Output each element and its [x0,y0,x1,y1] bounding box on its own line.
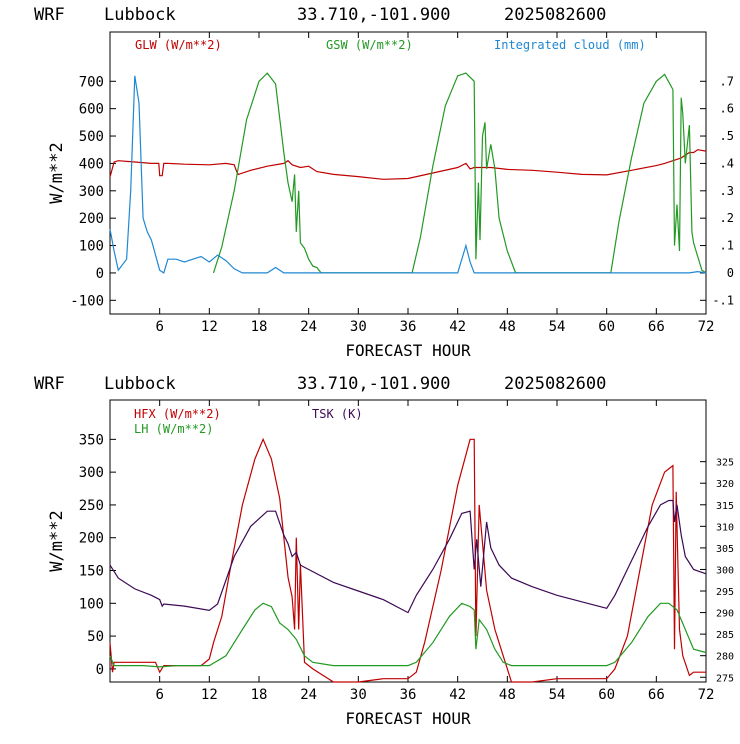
y2-tick-label: .6 [720,102,734,116]
legend-entry: TSK (K) [312,407,363,421]
x-tick-label: 12 [201,319,218,335]
header-location: Lubbock [104,374,176,394]
legend-entry: GLW (W/m**2) [135,38,222,52]
x-tick-label: 54 [549,687,566,703]
y-tick-label: 700 [79,74,104,90]
y-tick-label: 200 [79,211,104,227]
x-tick-label: 42 [449,319,466,335]
x-tick-label: 54 [549,319,566,335]
y2-tick-label: .2 [720,211,734,225]
x-tick-label: 72 [698,319,715,335]
y2-tick-label: 320 [716,479,734,490]
y-tick-label: 50 [87,629,104,645]
series-line [109,602,707,668]
x-tick-label: 24 [300,319,317,335]
y2-tick-label: .1 [720,239,734,253]
y2-tick-label: 310 [716,522,734,533]
x-tick-label: 60 [598,319,615,335]
y2-tick-label: 315 [716,501,734,512]
y-tick-label: 250 [79,498,104,514]
legend-entry: LH (W/m**2) [134,422,213,436]
y-tick-label: 0 [96,266,104,282]
y-tick-label: 150 [79,564,104,580]
y2-tick-label: .4 [720,156,734,170]
series-line [212,72,707,274]
x-tick-label: 12 [201,687,218,703]
y2-tick-label: 290 [716,609,734,620]
x-tick-label: 36 [400,319,417,335]
header-location: Lubbock [104,5,176,25]
y-tick-label: 500 [79,129,104,145]
series-line [109,437,706,683]
y-tick-label: 300 [79,465,104,481]
x-tick-label: 48 [499,319,516,335]
x-tick-label: 18 [251,319,268,335]
x-tick-label: 60 [598,687,615,703]
y-axis-label: W/m**2 [47,510,67,571]
plot-frame [109,399,707,683]
y2-tick-label: 0 [727,266,734,280]
y2-tick-label: 305 [716,544,734,555]
y-tick-label: -100 [70,293,104,309]
x-tick-label: 48 [499,687,516,703]
y2-tick-label: 280 [716,652,734,663]
x-tick-label: 6 [155,687,163,703]
y2-tick-label: -.1 [712,293,734,307]
x-tick-label: 72 [698,687,715,703]
y2-tick-label: 285 [716,630,734,641]
x-tick-label: 36 [400,687,417,703]
y2-tick-label: 275 [716,673,734,684]
y-tick-label: 300 [79,184,104,200]
series-line [109,75,707,274]
header-coords: 33.710,-101.900 [297,374,451,394]
y-axis-label: W/m**2 [47,142,67,203]
x-axis-label: FORECAST HOUR [345,341,471,360]
series-line [109,499,707,614]
x-tick-label: 24 [300,687,317,703]
x-tick-label: 66 [648,319,665,335]
x-tick-label: 30 [350,319,367,335]
y-tick-label: 600 [79,102,104,118]
y2-tick-label: 295 [716,587,734,598]
y-tick-label: 100 [79,596,104,612]
header-init: 2025082600 [504,5,606,25]
y2-tick-label: .7 [720,74,734,88]
x-axis-label: FORECAST HOUR [345,709,471,728]
legend-entry: Integrated cloud (mm) [494,38,646,52]
x-tick-label: 42 [449,687,466,703]
y2-tick-label: 325 [716,458,734,469]
header-coords: 33.710,-101.900 [297,5,451,25]
x-tick-label: 30 [350,687,367,703]
legend-entry: GSW (W/m**2) [326,38,413,52]
y2-tick-label: .3 [720,184,734,198]
y-tick-label: 200 [79,531,104,547]
legend-entry: HFX (W/m**2) [134,407,221,421]
series-line [109,149,707,180]
header-model: WRF [34,374,65,394]
y-tick-label: 400 [79,156,104,172]
x-tick-label: 66 [648,687,665,703]
header-init: 2025082600 [504,374,606,394]
y-tick-label: 0 [96,662,104,678]
x-tick-label: 18 [251,687,268,703]
y2-tick-label: .5 [720,129,734,143]
y-tick-label: 350 [79,432,104,448]
y-tick-label: 100 [79,239,104,255]
header-model: WRF [34,5,65,25]
x-tick-label: 6 [155,319,163,335]
y2-tick-label: 300 [716,565,734,576]
